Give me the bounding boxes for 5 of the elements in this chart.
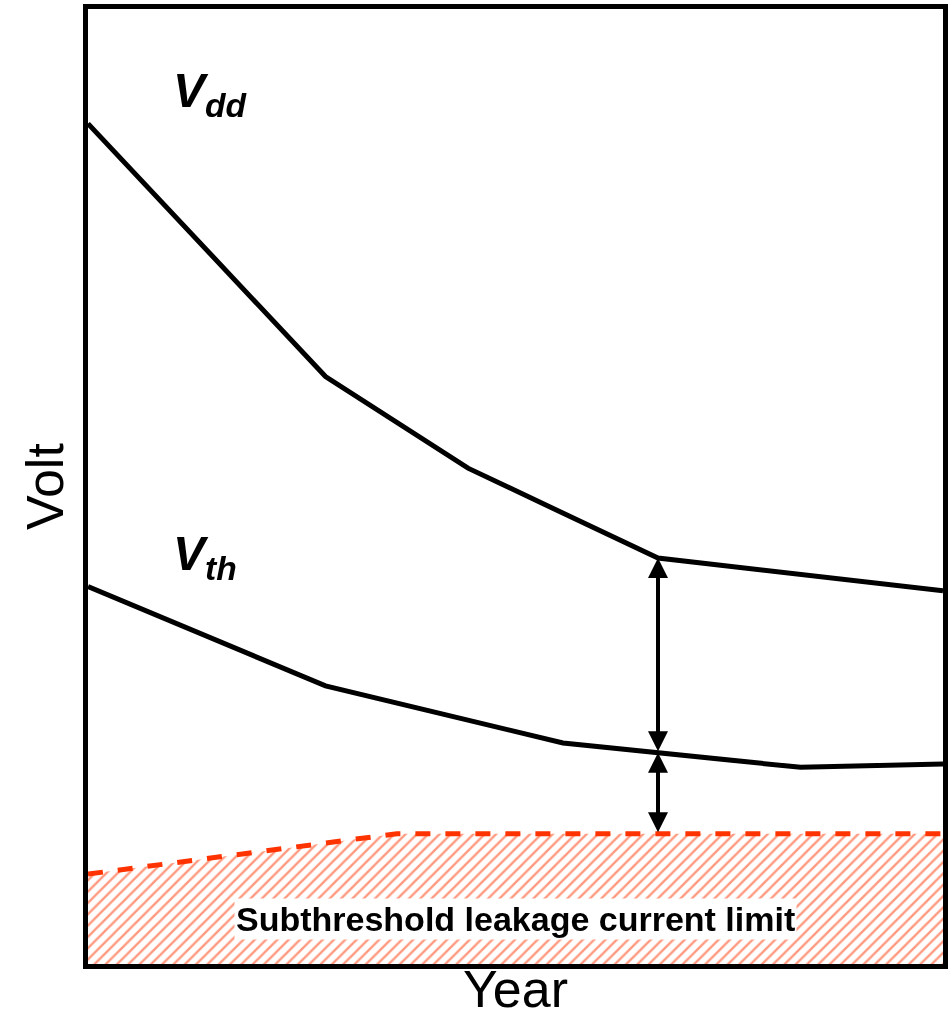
series-label: Subthreshold leakage current limit [236, 900, 796, 938]
y-axis-title: Volt [16, 442, 75, 530]
series-label: V$_{dd}$ [173, 64, 248, 125]
series-label: V$_{th}$ [173, 527, 237, 588]
x-axis-title: Year [462, 959, 569, 1018]
